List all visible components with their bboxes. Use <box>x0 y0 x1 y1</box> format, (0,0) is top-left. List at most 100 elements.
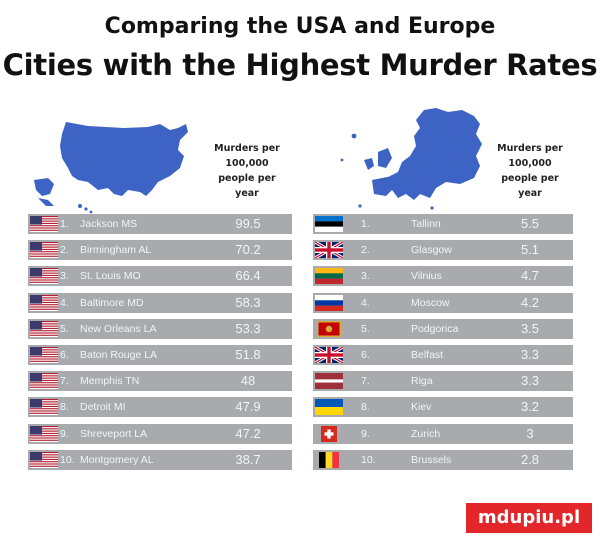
table-row: 5. Podgorica 3.5 <box>313 318 573 339</box>
rank-label: 1. <box>60 218 69 230</box>
city-label: Detroit MI <box>80 401 126 414</box>
murder-rate-value: 3.3 <box>520 373 540 389</box>
lithuania-flag-icon <box>315 268 343 285</box>
header-line-4: year <box>235 188 259 199</box>
city-label: Kiev <box>411 401 432 414</box>
table-row: 2. Birmingham AL 70.2 <box>28 240 292 261</box>
murder-rate-value: 48 <box>240 373 256 389</box>
usa-value-header: Murders per 100,000 people per year <box>202 133 292 215</box>
latvia-flag-icon <box>315 373 343 390</box>
city-label: Vilnius <box>411 270 442 283</box>
header-line-3: people per <box>501 173 559 184</box>
usa-flag-icon <box>30 320 58 337</box>
murder-rate-value: 4.7 <box>520 268 540 284</box>
murder-rate-value: 66.4 <box>235 268 261 284</box>
europe-map-icon <box>340 108 482 210</box>
murder-rate-value: 3.3 <box>520 347 540 362</box>
rank-label: 6. <box>60 349 69 361</box>
header-line-1: Murders per <box>214 143 280 154</box>
table-row: 6. Baton Rouge LA 51.8 <box>28 345 292 365</box>
table-row: 3. St. Louis MO 66.4 <box>28 266 292 287</box>
table-row: 6. Belfast 3.3 <box>313 345 573 365</box>
rank-label: 3. <box>361 270 370 283</box>
murder-rate-value: 53.3 <box>235 320 261 336</box>
table-row: 9. Shreveport LA 47.2 <box>28 423 292 444</box>
city-label: Belfast <box>411 349 444 361</box>
rank-label: 2. <box>361 244 370 257</box>
rank-label: 7. <box>361 375 370 388</box>
switzerland-flag-icon <box>315 425 343 442</box>
murder-rate-value: 5.1 <box>520 242 540 258</box>
header-line-1: Murders per <box>497 143 563 154</box>
murder-rate-value: 58.3 <box>235 294 261 310</box>
usa-flag-icon <box>30 268 58 285</box>
rank-label: 1. <box>361 218 370 230</box>
city-label: Glasgow <box>411 244 452 257</box>
header-line-4: year <box>518 188 542 199</box>
rank-label: 2. <box>60 244 69 257</box>
uk-flag-icon <box>314 240 344 260</box>
city-label: Baltimore MD <box>80 296 144 309</box>
usa-flag-icon <box>30 347 58 363</box>
header-line-2: 100,000 <box>225 158 269 169</box>
usa-flag-icon <box>30 425 58 442</box>
rank-label: 10. <box>60 453 75 466</box>
russia-flag-icon <box>315 294 343 311</box>
rank-label: 9. <box>361 427 370 440</box>
rank-label: 9. <box>60 427 69 440</box>
rank-label: 8. <box>60 401 69 414</box>
table-row: 8. Kiev 3.2 <box>313 397 573 418</box>
murder-rate-value: 3.5 <box>520 320 540 336</box>
city-label: Zurich <box>411 427 441 440</box>
rank-label: 10. <box>361 453 376 466</box>
rank-label: 6. <box>361 349 370 361</box>
murder-rate-value: 47.9 <box>235 399 261 415</box>
city-label: Memphis TN <box>80 375 140 388</box>
usa-flag-icon <box>30 216 58 232</box>
rank-label: 7. <box>60 375 69 388</box>
table-row: 5. New Orleans LA 53.3 <box>28 318 292 339</box>
europe-value-header: Murders per 100,000 people per year <box>486 133 574 215</box>
murder-rate-value: 51.8 <box>235 347 261 362</box>
table-row: 1. Tallinn 5.5 <box>313 214 573 234</box>
rank-label: 8. <box>361 401 370 414</box>
table-row: 1. Jackson MS 99.5 <box>28 214 292 234</box>
murder-rate-value: 3.2 <box>520 399 540 415</box>
city-label: Podgorica <box>411 322 459 335</box>
page-title-line-2: Cities with the Highest Murder Rates <box>2 48 598 82</box>
watermark-logo: mdupiu.pl <box>466 503 592 533</box>
montenegro-flag-icon <box>315 320 343 337</box>
ukraine-flag-icon <box>315 399 343 416</box>
table-row: 4. Baltimore MD 58.3 <box>28 292 292 313</box>
uk-flag-icon <box>314 345 344 365</box>
table-row: 8. Detroit MI 47.9 <box>28 397 292 418</box>
usa-flag-icon <box>30 294 58 311</box>
city-label: Baton Rouge LA <box>80 349 158 361</box>
city-label: Birmingham AL <box>80 244 152 257</box>
rank-label: 3. <box>60 270 69 283</box>
header-line-3: people per <box>218 173 276 184</box>
table-row: 9. Zurich 3 <box>313 423 573 444</box>
city-label: Tallinn <box>411 218 441 230</box>
usa-flag-icon <box>30 399 58 416</box>
usa-cities-table: 1. Jackson MS 99.5 2. Birmingham AL 70.2 3. St.… <box>28 214 292 474</box>
usa-map-icon <box>34 122 188 214</box>
header-line-2: 100,000 <box>508 158 552 169</box>
page-title-line-1: Comparing the USA and Europe <box>104 14 496 39</box>
city-label: Brussels <box>411 453 452 466</box>
city-label: Moscow <box>411 296 450 309</box>
city-label: Jackson MS <box>80 218 138 230</box>
murder-rate-value: 38.7 <box>235 451 261 467</box>
estonia-flag-icon <box>315 216 343 232</box>
murder-rate-value: 5.5 <box>520 216 540 231</box>
murder-rate-value: 47.2 <box>235 425 261 441</box>
belgium-flag-icon <box>315 451 343 468</box>
table-row: 10. Montgomery AL 38.7 <box>28 449 292 470</box>
city-label: New Orleans LA <box>80 322 157 335</box>
rank-label: 4. <box>60 296 69 309</box>
city-label: St. Louis MO <box>80 270 141 283</box>
table-row: 3. Vilnius 4.7 <box>313 266 573 287</box>
city-label: Riga <box>411 375 433 388</box>
table-row: 10. Brussels 2.8 <box>313 449 573 470</box>
rank-label: 4. <box>361 296 370 309</box>
